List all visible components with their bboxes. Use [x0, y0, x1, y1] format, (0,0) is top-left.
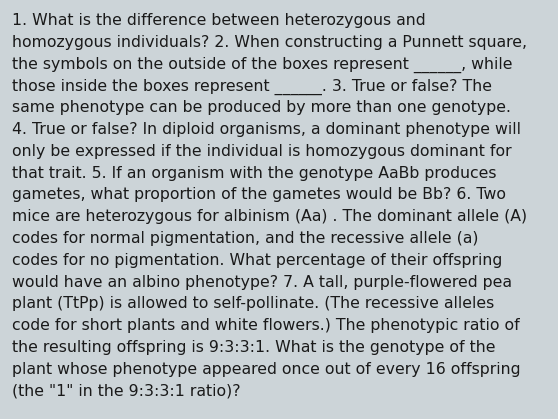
Text: the symbols on the outside of the boxes represent ______, while: the symbols on the outside of the boxes … — [12, 57, 512, 73]
Text: those inside the boxes represent ______. 3. True or false? The: those inside the boxes represent ______.… — [12, 78, 492, 95]
Text: only be expressed if the individual is homozygous dominant for: only be expressed if the individual is h… — [12, 144, 512, 159]
Text: homozygous individuals? 2. When constructing a Punnett square,: homozygous individuals? 2. When construc… — [12, 35, 527, 50]
Text: plant whose phenotype appeared once out of every 16 offspring: plant whose phenotype appeared once out … — [12, 362, 521, 377]
Text: codes for no pigmentation. What percentage of their offspring: codes for no pigmentation. What percenta… — [12, 253, 502, 268]
Text: codes for normal pigmentation, and the recessive allele (a): codes for normal pigmentation, and the r… — [12, 231, 479, 246]
Text: 1. What is the difference between heterozygous and: 1. What is the difference between hetero… — [12, 13, 426, 28]
Text: same phenotype can be produced by more than one genotype.: same phenotype can be produced by more t… — [12, 100, 511, 115]
Text: plant (TtPp) is allowed to self-pollinate. (The recessive alleles: plant (TtPp) is allowed to self-pollinat… — [12, 296, 494, 311]
Text: would have an albino phenotype? 7. A tall, purple-flowered pea: would have an albino phenotype? 7. A tal… — [12, 274, 512, 290]
Text: gametes, what proportion of the gametes would be Bb? 6. Two: gametes, what proportion of the gametes … — [12, 187, 506, 202]
Text: (the "1" in the 9:3:3:1 ratio)?: (the "1" in the 9:3:3:1 ratio)? — [12, 384, 240, 398]
Text: 4. True or false? In diploid organisms, a dominant phenotype will: 4. True or false? In diploid organisms, … — [12, 122, 521, 137]
Text: mice are heterozygous for albinism (Aa) . The dominant allele (A): mice are heterozygous for albinism (Aa) … — [12, 209, 527, 224]
Text: that trait. 5. If an organism with the genotype AaBb produces: that trait. 5. If an organism with the g… — [12, 166, 497, 181]
Text: the resulting offspring is 9:3:3:1. What is the genotype of the: the resulting offspring is 9:3:3:1. What… — [12, 340, 496, 355]
Text: code for short plants and white flowers.) The phenotypic ratio of: code for short plants and white flowers.… — [12, 318, 519, 333]
